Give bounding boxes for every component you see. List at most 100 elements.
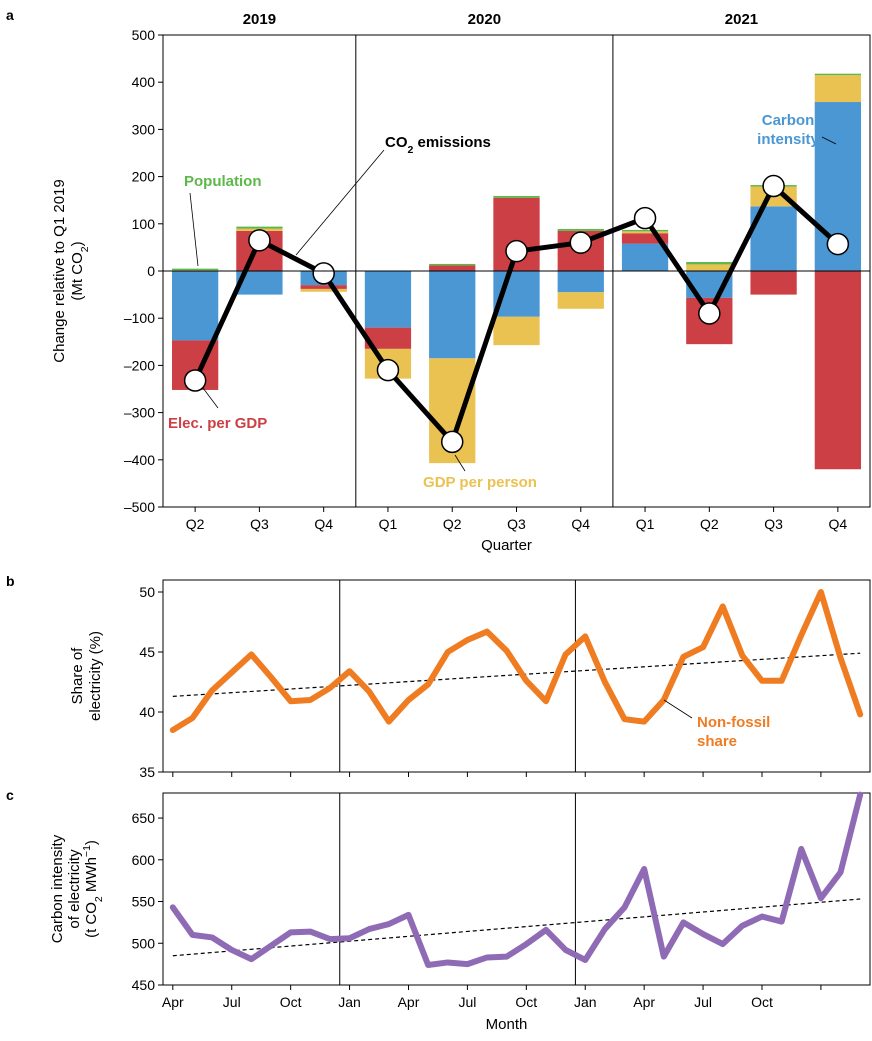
emissions-point-7 — [633, 206, 657, 230]
series-line — [169, 791, 864, 968]
xtick-label: Q3 — [250, 516, 269, 532]
annotation-population: Population — [184, 173, 262, 190]
annotation-carbon-intensity-2: intensity — [757, 131, 819, 148]
bar-population-0 — [171, 268, 219, 271]
y-axis-title-line2: of electricity — [66, 849, 83, 929]
trend-line — [172, 898, 861, 957]
emissions-point-1 — [248, 229, 271, 252]
bar-population-5 — [493, 195, 540, 198]
bar-population-1 — [236, 226, 283, 229]
bar-population-7 — [621, 229, 669, 232]
ytick-label: 650 — [132, 810, 156, 826]
leader-gdp-per-person — [454, 454, 466, 472]
panel-letter-a: a — [6, 7, 14, 23]
y-axis-title: Change relative to Q1 2019 (Mt CO2) — [51, 179, 91, 362]
ytick-label: –500 — [124, 499, 155, 515]
xtick-label: Q3 — [764, 516, 783, 532]
panel-c-frame — [162, 792, 871, 986]
bar-elec_per_gdp-2 — [300, 285, 347, 289]
panel-a-frame — [162, 34, 871, 508]
ytick-label: 500 — [132, 935, 156, 951]
y-axis-title: Carbon intensity of electricity (t CO2 MWh… — [49, 834, 105, 943]
xtick-label: Apr — [162, 994, 184, 1010]
series-line — [169, 589, 864, 733]
bar-elec_per_gdp-7 — [621, 233, 669, 244]
y-axis-title-line2: (Mt CO2) — [69, 241, 91, 300]
leader-nonfossil — [663, 699, 693, 719]
xtick-label: Oct — [515, 994, 537, 1010]
xtick-label: Q4 — [314, 516, 333, 532]
annotation-elec-per-gdp: Elec. per GDP — [168, 415, 267, 432]
ytick-label: 500 — [132, 27, 156, 43]
trend-line — [172, 652, 861, 697]
emissions-point-2 — [312, 262, 335, 285]
year-label-2020: 2020 — [468, 11, 501, 28]
xtick-label: Oct — [280, 994, 302, 1010]
bar-elec_per_gdp-10 — [814, 271, 862, 470]
x-axis-title: Quarter — [481, 537, 532, 554]
ytick-label: 200 — [132, 169, 156, 185]
xtick-label: Jan — [574, 994, 597, 1010]
emissions-point-4 — [440, 430, 464, 454]
bar-gdp_per_person-7 — [621, 231, 669, 234]
ytick-label: 450 — [132, 977, 156, 993]
ytick-label: –100 — [124, 310, 155, 326]
bar-elec_per_gdp-9 — [750, 271, 797, 295]
emissions-point-6 — [569, 231, 593, 254]
xtick-label: Apr — [633, 994, 655, 1010]
bar-carbon_intensity-3 — [364, 271, 412, 328]
xtick-label: Q4 — [829, 516, 848, 532]
bar-population-6 — [557, 228, 604, 231]
panel-b-frame — [162, 579, 871, 773]
leader-elec-per-gdp — [202, 387, 219, 409]
xtick-label: Q1 — [636, 516, 655, 532]
ytick-label: 100 — [132, 216, 156, 232]
bar-gdp_per_person-5 — [493, 316, 540, 346]
bar-elec_per_gdp-3 — [364, 327, 412, 349]
xtick-label: Q2 — [443, 516, 462, 532]
leader-carbon-intensity — [821, 136, 837, 145]
emissions-point-10 — [826, 232, 850, 256]
annotation-gdp-per-person: GDP per person — [423, 474, 537, 491]
ytick-label: 50 — [139, 584, 155, 600]
bar-population-8 — [686, 262, 733, 265]
xtick-label: Q2 — [700, 516, 719, 532]
annotation-carbon-intensity-1: Carbon — [762, 112, 815, 129]
emissions-point-3 — [376, 358, 400, 382]
xtick-label: Jul — [458, 994, 476, 1010]
y-axis-title-line1: Change relative to Q1 2019 — [51, 179, 68, 362]
year-label-2021: 2021 — [725, 11, 758, 28]
ytick-label: 550 — [132, 894, 156, 910]
xtick-label: Q1 — [379, 516, 398, 532]
bar-carbon_intensity-0 — [171, 271, 219, 341]
xtick-label: Q3 — [507, 516, 526, 532]
y-axis-title-line1: Carbon intensity — [49, 834, 66, 943]
bar-gdp_per_person-6 — [557, 292, 604, 309]
ytick-label: 400 — [132, 74, 156, 90]
year-label-2019: 2019 — [243, 11, 276, 28]
bar-population-10 — [814, 73, 862, 76]
y-axis-title: Share of electricity (%) — [69, 631, 104, 721]
xtick-label: Jul — [694, 994, 712, 1010]
xtick-label: Jan — [338, 994, 361, 1010]
panel-a-quarterly-decomposition: –500 –400 –300 –200 –100 0 100 200 300 400 500 Q2 Q3… — [51, 11, 871, 554]
emissions-point-9 — [762, 174, 785, 198]
leader-co2-emissions — [295, 149, 385, 256]
bar-gdp_per_person-10 — [814, 75, 862, 103]
y-axis-title-line3: (t CO2 MWh−1) — [81, 840, 105, 938]
ytick-label: 45 — [139, 644, 155, 660]
ytick-label: 35 — [139, 764, 155, 780]
bar-elec_per_gdp-4 — [429, 265, 476, 271]
bar-carbon_intensity-1 — [236, 271, 283, 295]
xtick-label: Oct — [751, 994, 773, 1010]
emissions-point-0 — [183, 369, 207, 392]
bar-gdp_per_person-2 — [300, 288, 347, 292]
panel-b-nonfossil-share: 35 40 45 50 Share of electricity (%) Non-fossi… — [69, 579, 871, 780]
leader-population — [189, 192, 199, 267]
bar-carbon_intensity-7 — [621, 243, 669, 271]
panel-c-carbon-intensity: 450 500 550 600 650 Apr Jul Oct Jan Apr Jul Oct Jan A… — [49, 791, 871, 1033]
ytick-label: 300 — [132, 121, 156, 137]
xtick-label: Apr — [398, 994, 420, 1010]
xtick-label: Q2 — [186, 516, 205, 532]
xtick-label: Q4 — [571, 516, 590, 532]
